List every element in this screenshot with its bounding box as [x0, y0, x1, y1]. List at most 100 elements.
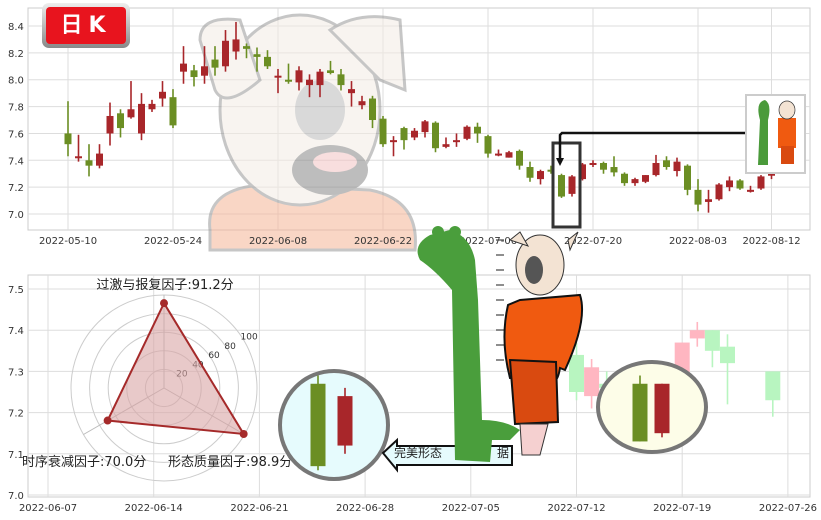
candle [348, 81, 355, 107]
candle-body [159, 91, 166, 99]
y-tick-label: 7.5 [8, 285, 24, 296]
candle [547, 165, 555, 174]
x-tick-label: 2022-05-24 [144, 236, 202, 247]
candle [316, 68, 324, 98]
pattern-sample-candles [310, 375, 353, 471]
candle [421, 120, 429, 138]
top-kline-chart: 7.07.27.47.67.88.08.28.4 2022-05-10 2022-… [8, 7, 811, 252]
candle [295, 66, 303, 91]
candle [537, 169, 544, 185]
x-tick-label: 2022-06-21 [230, 503, 288, 514]
candle [75, 134, 82, 162]
candle-body [285, 79, 292, 82]
candle-body [726, 180, 733, 188]
x-tick-label: 2022-07-12 [547, 503, 605, 514]
candle [243, 43, 250, 59]
top-y-axis: 7.0 7.2 7.4 7.6 7.8 8.0 8.2 8.4 [8, 22, 24, 221]
daily-kline-logo[interactable]: 日K [42, 3, 130, 48]
candle [663, 156, 670, 170]
x-tick-label: 2022-06-28 [336, 503, 394, 514]
candle-body [610, 167, 618, 173]
candle [190, 64, 198, 87]
candle-body [306, 79, 313, 86]
candle-body [358, 101, 366, 106]
candle-body [642, 175, 649, 182]
candle [369, 95, 376, 129]
candle-body [316, 71, 324, 86]
x-tick-label: 2022-06-08 [249, 236, 307, 247]
candle [148, 99, 156, 112]
top-x-axis: 2022-05-10 2022-05-24 2022-06-08 2022-06-22… [39, 236, 801, 247]
candle-body [768, 173, 775, 176]
candle [558, 173, 565, 198]
thumbnail-giraffe-dog[interactable] [745, 94, 806, 174]
bottom-y-axis: 7.0 7.1 7.2 7.3 7.4 7.5 [8, 285, 24, 502]
x-tick-label: 2022-08-03 [669, 236, 727, 247]
y-tick-label: 7.3 [8, 367, 24, 378]
candle [495, 149, 502, 157]
candle [453, 133, 460, 147]
x-tick-label: 2022-07-19 [653, 503, 711, 514]
candle-body [243, 46, 250, 49]
candle-body [558, 175, 565, 197]
candle-body [411, 130, 418, 138]
candle [684, 164, 691, 196]
candle [411, 128, 418, 141]
faded-candle [704, 330, 720, 368]
candle-body [369, 98, 376, 121]
x-tick-label: 2022-07-06 [459, 236, 517, 247]
candle [526, 161, 534, 182]
candle [589, 160, 597, 168]
candle-body [400, 128, 408, 141]
candle [484, 134, 492, 158]
candle [337, 68, 345, 91]
x-tick-label: 2022-06-22 [354, 236, 412, 247]
candle-body [684, 165, 691, 190]
candle [201, 46, 208, 84]
candle-body [337, 74, 345, 86]
radar-ring-label: 100 [241, 333, 258, 343]
candle-body [715, 184, 723, 200]
y-tick-label: 7.4 [8, 156, 24, 167]
radar-point [103, 416, 112, 425]
candle-body [484, 136, 492, 154]
x-tick-label: 2022-06-07 [19, 503, 77, 514]
radar-ring-label: 60 [208, 351, 220, 361]
candle [610, 156, 618, 177]
candle-body [274, 75, 282, 78]
candle-body [337, 396, 353, 446]
y-tick-label: 7.2 [8, 409, 24, 420]
candle [757, 175, 765, 190]
candle-body [180, 63, 187, 72]
candle-body [720, 346, 735, 364]
candle [274, 68, 282, 94]
candle-body [75, 156, 82, 159]
candle [327, 60, 334, 75]
candle [474, 122, 481, 143]
candle-body [463, 126, 471, 139]
x-tick-label: 2022-08-12 [742, 236, 800, 247]
candle [673, 157, 681, 177]
candle [264, 50, 271, 69]
radar-chart: 20406080100过激与报复因子:91.2分形态质量因子:98.9分时序衰减… [22, 278, 292, 482]
candle-body [327, 70, 334, 74]
logo-text: 日K [46, 7, 126, 44]
highlighted-candles [632, 375, 670, 442]
dog-in-orange-outfit [503, 231, 584, 456]
y-tick-label: 8.4 [8, 22, 24, 33]
candle-body [295, 70, 303, 83]
y-tick-label: 8.2 [8, 49, 24, 60]
candle-body [705, 199, 712, 202]
candle-body [474, 126, 481, 134]
pattern-arrow-label: 完美形态 [394, 446, 443, 460]
candle-body [537, 171, 544, 180]
candle [159, 81, 166, 107]
pattern-arrow-label-tail: 据 [497, 446, 510, 460]
candle-body [264, 56, 271, 67]
candle [516, 149, 523, 170]
candle [232, 21, 240, 60]
candle-body [495, 153, 502, 156]
candle-body [547, 169, 555, 172]
candle [138, 93, 145, 141]
candle-body [526, 167, 534, 178]
